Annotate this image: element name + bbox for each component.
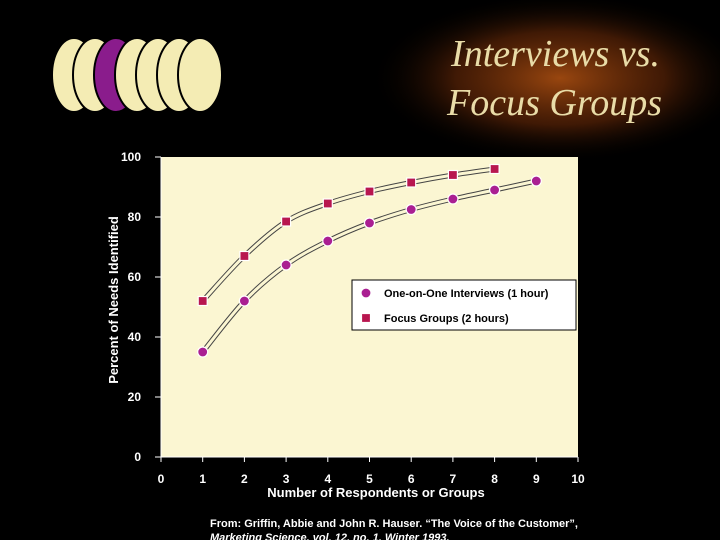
series-group	[197, 163, 542, 358]
logo-ovals	[51, 37, 223, 113]
data-point	[406, 177, 417, 188]
data-point	[530, 175, 542, 187]
y-tick-label: 20	[128, 390, 142, 404]
data-point	[280, 259, 292, 271]
data-point	[489, 163, 500, 175]
x-tick-label: 0	[158, 472, 165, 486]
legend-marker	[360, 312, 372, 324]
data-point	[489, 184, 501, 196]
x-tick-label: 1	[199, 472, 206, 486]
y-tick-label: 80	[128, 210, 142, 224]
data-point	[281, 216, 292, 227]
y-tick-label: 0	[134, 450, 141, 464]
data-point	[363, 217, 376, 229]
x-tick-label: 3	[283, 472, 290, 486]
data-point	[405, 203, 417, 216]
slide-title-line-2: Focus Groups	[446, 82, 662, 124]
x-tick-label: 10	[571, 472, 585, 486]
x-tick-label: 6	[408, 472, 415, 486]
title-glow	[370, 0, 720, 163]
x-axis-label: Number of Respondents or Groups	[267, 485, 484, 500]
y-tick-label: 40	[128, 330, 142, 344]
data-point	[322, 235, 334, 247]
source-line-1: From: Griffin, Abbie and John R. Hauser.…	[210, 518, 578, 530]
x-tick-label: 4	[324, 472, 331, 486]
x-tick-label: 9	[533, 472, 540, 486]
data-point	[197, 346, 209, 358]
data-point	[322, 198, 333, 209]
x-tick-label: 8	[491, 472, 498, 486]
y-axis-label: Percent of Needs Identified	[106, 216, 121, 384]
data-point	[447, 169, 458, 181]
data-point	[447, 193, 459, 205]
legend-marker	[360, 287, 372, 299]
data-point	[197, 295, 208, 307]
data-point	[364, 186, 375, 197]
x-tick-label: 7	[450, 472, 457, 486]
y-tick-label: 60	[128, 270, 142, 284]
logo-oval	[177, 37, 223, 113]
source-line-2: Marketing Science. vol. 12, no. 1, Winte…	[210, 532, 450, 540]
y-tick-label: 100	[121, 150, 141, 164]
data-point	[239, 250, 250, 262]
slide-title-line-1: Interviews vs.	[450, 33, 660, 75]
series-1	[197, 175, 542, 358]
x-tick-label: 2	[241, 472, 248, 486]
legend-label: Focus Groups (2 hours)	[384, 313, 509, 325]
series-2	[197, 163, 500, 307]
x-tick-label: 5	[366, 472, 373, 486]
legend-box	[351, 279, 577, 331]
legend-label: One-on-One Interviews (1 hour)	[384, 288, 549, 300]
legend: One-on-One Interviews (1 hour) Focus Grou…	[351, 279, 577, 331]
data-point	[238, 295, 250, 307]
